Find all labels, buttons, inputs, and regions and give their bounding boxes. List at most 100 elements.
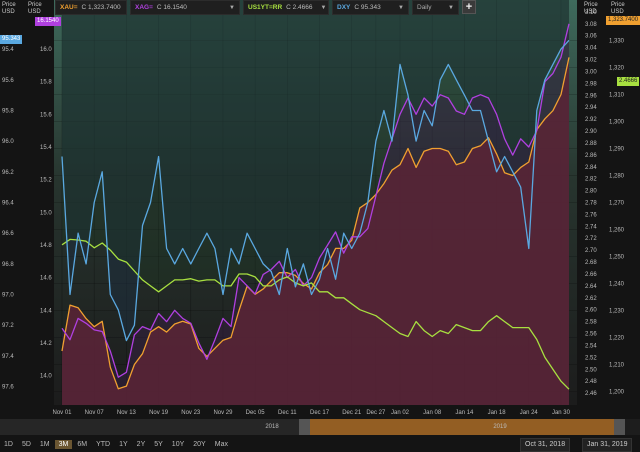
range-bar: 1D 5D 1M 3M 6M YTD 1Y 2Y 5Y 10Y 20Y Max xyxy=(0,436,640,452)
navigator-year-label: 2019 xyxy=(493,424,507,430)
x-tick-label: Dec 21 xyxy=(342,410,362,416)
range-3m[interactable]: 3M xyxy=(54,439,73,449)
series-line-xau xyxy=(61,57,570,390)
x-tick-label: Nov 29 xyxy=(213,410,233,416)
symbol-chip-us1y[interactable]: US1YT=RR C 2.4666 ▼ xyxy=(243,0,329,15)
left-inner-tick-label: 15.6 xyxy=(40,112,52,118)
units-label: USD xyxy=(2,9,15,15)
right-inner-tick-label: 2.46 xyxy=(585,391,597,397)
x-tick-label: Jan 02 xyxy=(391,410,410,416)
symbol-chip-xag[interactable]: XAG= C 16.1540 ▼ xyxy=(130,0,240,15)
navigator-year-label: 2018 xyxy=(265,424,279,430)
x-tick-label: Dec 05 xyxy=(246,410,266,416)
left-inner-tick-label: 14.4 xyxy=(40,308,52,314)
range-max[interactable]: Max xyxy=(214,440,228,448)
series-line-dxy xyxy=(61,39,570,342)
right-inner-tick-label: 2.80 xyxy=(585,189,597,195)
chevron-down-icon: ▼ xyxy=(448,4,454,11)
right-inner-tick-label: 3.04 xyxy=(585,46,597,52)
navigator-window xyxy=(310,419,614,435)
left-inner-tick-label: 15.2 xyxy=(40,178,52,184)
right-inner-tick-label: 2.56 xyxy=(585,332,597,338)
left-outer-tick-label: 96.6 xyxy=(2,231,14,237)
left-inner-tick-label: 14.2 xyxy=(40,341,52,347)
x-tick-label: Nov 13 xyxy=(117,410,137,416)
interval-select[interactable]: Daily ▼ xyxy=(412,0,459,15)
right-inner-tick-label: 3.00 xyxy=(585,69,597,75)
left-inner-tick-label: 16.0 xyxy=(40,47,52,53)
right-outer-tick-label: 1,290 xyxy=(609,147,625,153)
range-5d[interactable]: 5D xyxy=(21,440,31,448)
add-symbol-button[interactable]: + xyxy=(462,0,476,14)
chevron-down-icon[interactable]: ▼ xyxy=(320,4,327,11)
left-outer-tick-label: 97.0 xyxy=(2,293,14,299)
right-inner-tick-label: 2.90 xyxy=(585,129,597,135)
right-outer-units: Price USD xyxy=(611,2,625,16)
x-tick-label: Dec 27 xyxy=(366,410,386,416)
symbol-chip-xau[interactable]: XAU= C 1,323.7400 ▼ xyxy=(55,0,135,15)
x-tick-label: Nov 07 xyxy=(85,410,105,416)
right-inner-tick-label: 2.82 xyxy=(585,177,597,183)
x-tick-label: Dec 11 xyxy=(278,410,297,416)
date-to-field[interactable]: Jan 31, 2019 xyxy=(582,438,633,452)
units-label: Price xyxy=(28,2,42,8)
range-20y[interactable]: 20Y xyxy=(193,440,206,448)
units-label: USD xyxy=(28,9,41,15)
x-tick-label: Jan 18 xyxy=(488,410,507,416)
range-10y[interactable]: 10Y xyxy=(171,440,185,448)
units-label: USD xyxy=(611,9,624,15)
date-from-field[interactable]: Oct 31, 2018 xyxy=(520,438,571,452)
last-value-tag-xau: 1,323.7400 xyxy=(606,16,640,25)
chevron-down-icon[interactable]: ▼ xyxy=(229,4,235,11)
right-inner-tick-label: 3.06 xyxy=(585,34,597,40)
navigator-past xyxy=(0,419,300,435)
range-5y[interactable]: 5Y xyxy=(154,440,163,448)
right-inner-tick-label: 2.96 xyxy=(585,93,597,99)
symbol-us1y: US1YT=RR xyxy=(248,4,283,11)
symbol-chip-dxy[interactable]: DXY C 95.343 ▼ xyxy=(332,0,409,15)
right-outer-tick-label: 1,330 xyxy=(609,39,625,45)
right-inner-tick-label: 3.08 xyxy=(585,22,597,28)
range-1y[interactable]: 1Y xyxy=(119,440,128,448)
range-ytd[interactable]: YTD xyxy=(96,440,111,448)
left-outer-tick-label: 96.2 xyxy=(2,170,14,176)
right-inner-tick-label: 3.02 xyxy=(585,58,597,64)
right-inner-tick-label: 2.60 xyxy=(585,308,597,314)
left-outer-tick-label: 97.4 xyxy=(2,354,14,360)
right-inner-tick-label: 2.66 xyxy=(585,272,597,278)
last-value-tag-us1y: 2.4666 xyxy=(617,77,640,86)
right-outer-tick-label: 1,310 xyxy=(609,93,625,99)
range-1m[interactable]: 1M xyxy=(39,440,50,448)
right-outer-tick-label: 1,230 xyxy=(609,309,625,315)
last-value-tag-dxy: 95.343 xyxy=(0,35,23,44)
value-xau: C 1,323.7400 xyxy=(81,4,121,11)
symbol-toolbar: XAU= C 1,323.7400 ▼ XAG= C 16.1540 ▼ US1… xyxy=(55,0,476,16)
right-outer-tick-label: 1,250 xyxy=(609,255,625,261)
right-outer-tick-label: 1,320 xyxy=(609,66,625,72)
value-dxy: C 95.343 xyxy=(354,4,381,11)
range-1d[interactable]: 1D xyxy=(4,440,13,448)
right-inner-tick-label: 2.98 xyxy=(585,81,597,87)
left-outer-tick-label: 96.8 xyxy=(2,262,14,268)
right-inner-tick-label: 2.78 xyxy=(585,201,597,207)
value-xag: C 16.1540 xyxy=(156,4,187,11)
chevron-down-icon[interactable]: ▼ xyxy=(398,4,404,11)
right-inner-tick-label: 2.48 xyxy=(585,379,597,385)
navigator-handle-left xyxy=(299,419,310,435)
right-outer-tick-label: 1,210 xyxy=(609,363,625,369)
right-inner-tick-label: 2.84 xyxy=(585,165,597,171)
right-inner-tick-label: 2.52 xyxy=(585,355,597,361)
right-inner-tick-label: 2.88 xyxy=(585,141,597,147)
range-6m[interactable]: 6M xyxy=(77,440,88,448)
x-tick-label: Jan 30 xyxy=(552,410,571,416)
left-outer-tick-label: 95.4 xyxy=(2,47,14,53)
left-inner-tick-label: 14.0 xyxy=(40,374,52,380)
x-tick-label: Nov 23 xyxy=(181,410,201,416)
right-inner-tick-label: 2.68 xyxy=(585,260,597,266)
symbol-xag: XAG= xyxy=(135,4,153,11)
right-inner-tick-label: 2.86 xyxy=(585,153,597,159)
range-2y[interactable]: 2Y xyxy=(136,440,146,448)
right-outer-tick-label: 1,220 xyxy=(609,336,625,342)
last-value-tag-xag: 16.1540 xyxy=(35,17,61,26)
